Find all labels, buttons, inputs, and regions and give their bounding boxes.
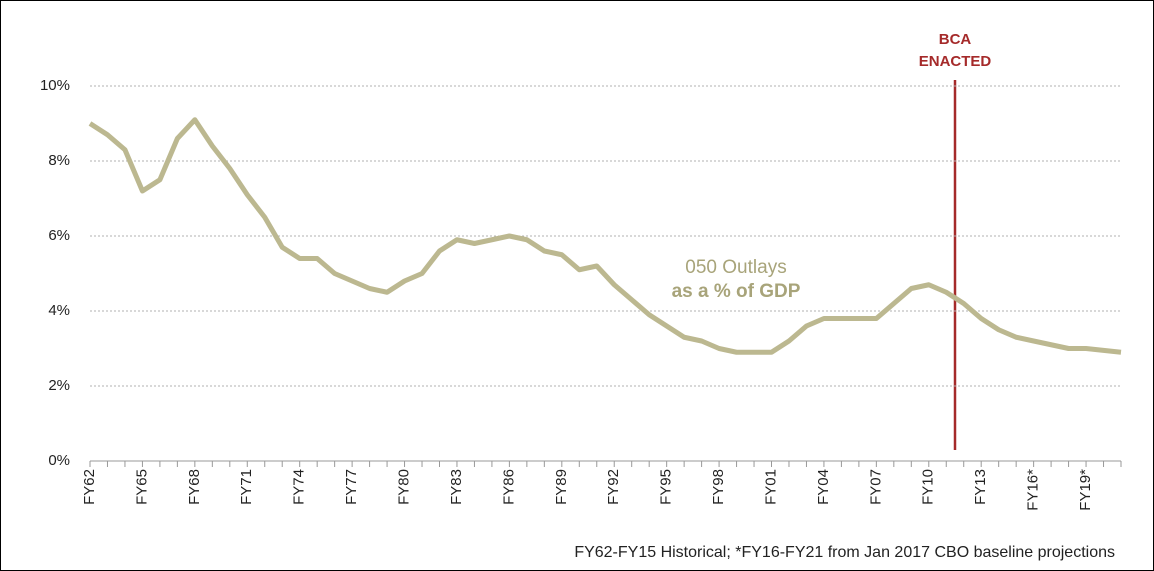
y-tick-label: 0% — [48, 452, 70, 469]
x-tick-label: FY74 — [291, 469, 308, 505]
x-tick-label: FY89 — [553, 469, 570, 505]
x-tick-label: FY01 — [762, 469, 779, 505]
x-tick-label: FY62 — [81, 469, 98, 505]
x-tick-label: FY80 — [396, 469, 413, 505]
x-tick-label: FY83 — [448, 469, 465, 505]
y-tick-label: 2% — [48, 377, 70, 394]
y-tick-label: 8% — [48, 152, 70, 169]
x-tick-label: FY92 — [605, 469, 622, 505]
series-line — [88, 117, 1122, 355]
y-tick-label: 4% — [48, 302, 70, 319]
series-label: 050 Outlays — [685, 257, 786, 278]
x-tick-label: FY65 — [133, 469, 150, 505]
event-label: ENACTED — [919, 53, 992, 70]
x-tick-label: FY19* — [1077, 469, 1094, 511]
x-tick-label: FY10 — [920, 469, 937, 505]
x-tick-label: FY07 — [867, 469, 884, 505]
x-tick-label: FY71 — [238, 469, 255, 505]
y-tick-label: 10% — [40, 77, 70, 94]
x-tick-label: FY13 — [972, 469, 989, 505]
event-label: BCA — [939, 31, 972, 48]
x-tick-label: FY77 — [343, 469, 360, 505]
x-tick-label: FY95 — [658, 469, 675, 505]
x-tick-label: FY16* — [1025, 469, 1042, 511]
x-tick-label: FY68 — [186, 469, 203, 505]
x-tick-label: FY98 — [710, 469, 727, 505]
x-tick-label: FY04 — [815, 469, 832, 505]
y-tick-label: 6% — [48, 227, 70, 244]
x-tick-label: FY86 — [500, 469, 517, 505]
footnote: FY62-FY15 Historical; *FY16-FY21 from Ja… — [574, 544, 1115, 561]
series-label: as a % of GDP — [672, 281, 801, 302]
